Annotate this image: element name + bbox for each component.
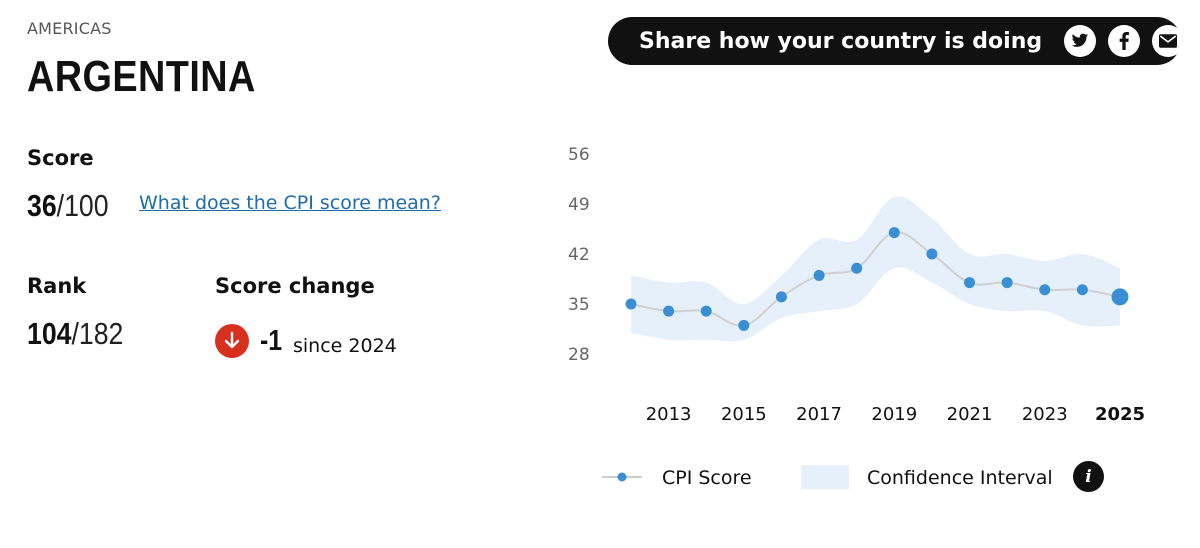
data-point-2021[interactable] (964, 277, 976, 289)
data-point-2022[interactable] (1001, 277, 1013, 289)
x-tick-label: 2019 (871, 404, 917, 425)
arrow-down-icon (215, 324, 249, 358)
share-text: Share how your country is doing (639, 28, 1043, 54)
rank-max: /182 (71, 316, 124, 351)
x-tick-label: 2017 (796, 404, 842, 425)
score-points-layer (625, 227, 1129, 331)
x-tick-label: 2021 (947, 404, 993, 425)
y-tick-label: 28 (568, 345, 590, 365)
rank-value: 104/182 (27, 316, 123, 352)
email-icon[interactable] (1152, 25, 1185, 57)
y-axis-ticks: 28 35 42 49 56 (568, 145, 590, 365)
data-point-2015[interactable] (738, 319, 750, 331)
score-max: /100 (56, 188, 109, 223)
data-point-2014[interactable] (700, 305, 712, 317)
y-tick-label: 49 (568, 195, 590, 215)
confidence-band (631, 196, 1120, 342)
x-axis-ticks: 2013 2015 2017 2019 2021 2023 2025 (646, 404, 1145, 425)
share-icons (1064, 25, 1185, 57)
data-point-2019[interactable] (888, 227, 900, 239)
x-tick-label: 2023 (1022, 404, 1068, 425)
data-point-2024[interactable] (1076, 284, 1088, 296)
info-icon[interactable]: i (1073, 461, 1104, 492)
score-change-label: Score change (215, 274, 375, 298)
y-tick-label: 56 (568, 145, 590, 165)
confidence-band-layer (631, 196, 1120, 342)
data-point-2020[interactable] (926, 248, 938, 260)
score-change-value: -1 (260, 325, 283, 357)
score-change-since: since 2024 (293, 335, 397, 357)
data-point-2023[interactable] (1039, 284, 1051, 296)
legend-cpi-score: CPI Score (662, 467, 752, 489)
score-number: 36 (27, 188, 57, 223)
chart-legend: CPI Score Confidence Interval (602, 465, 1053, 489)
score-label: Score (27, 146, 94, 170)
region-label: AMERICAS (27, 19, 112, 38)
legend-band-swatch (801, 465, 849, 489)
data-point-2017[interactable] (813, 269, 825, 281)
twitter-icon[interactable] (1064, 25, 1097, 57)
data-point-2018[interactable] (851, 262, 863, 274)
rank-label: Rank (27, 274, 87, 298)
x-tick-label: 2015 (721, 404, 767, 425)
cpi-meaning-link[interactable]: What does the CPI score mean? (139, 192, 441, 214)
x-tick-label: 2013 (646, 404, 692, 425)
country-title: ARGENTINA (27, 52, 256, 101)
y-tick-label: 35 (568, 295, 590, 315)
y-tick-label: 42 (568, 245, 590, 265)
data-point-2025[interactable] (1111, 288, 1129, 306)
rank-number: 104 (27, 316, 72, 351)
score-value: 36/100 (27, 188, 109, 224)
data-point-2013[interactable] (663, 305, 675, 317)
data-point-2016[interactable] (775, 291, 787, 303)
x-tick-label: 2025 (1095, 404, 1145, 425)
share-bar: Share how your country is doing (608, 17, 1185, 65)
legend-confidence-interval: Confidence Interval (867, 467, 1053, 489)
legend-point-swatch (617, 472, 627, 482)
facebook-icon[interactable] (1108, 25, 1141, 57)
data-point-2012[interactable] (625, 298, 637, 310)
